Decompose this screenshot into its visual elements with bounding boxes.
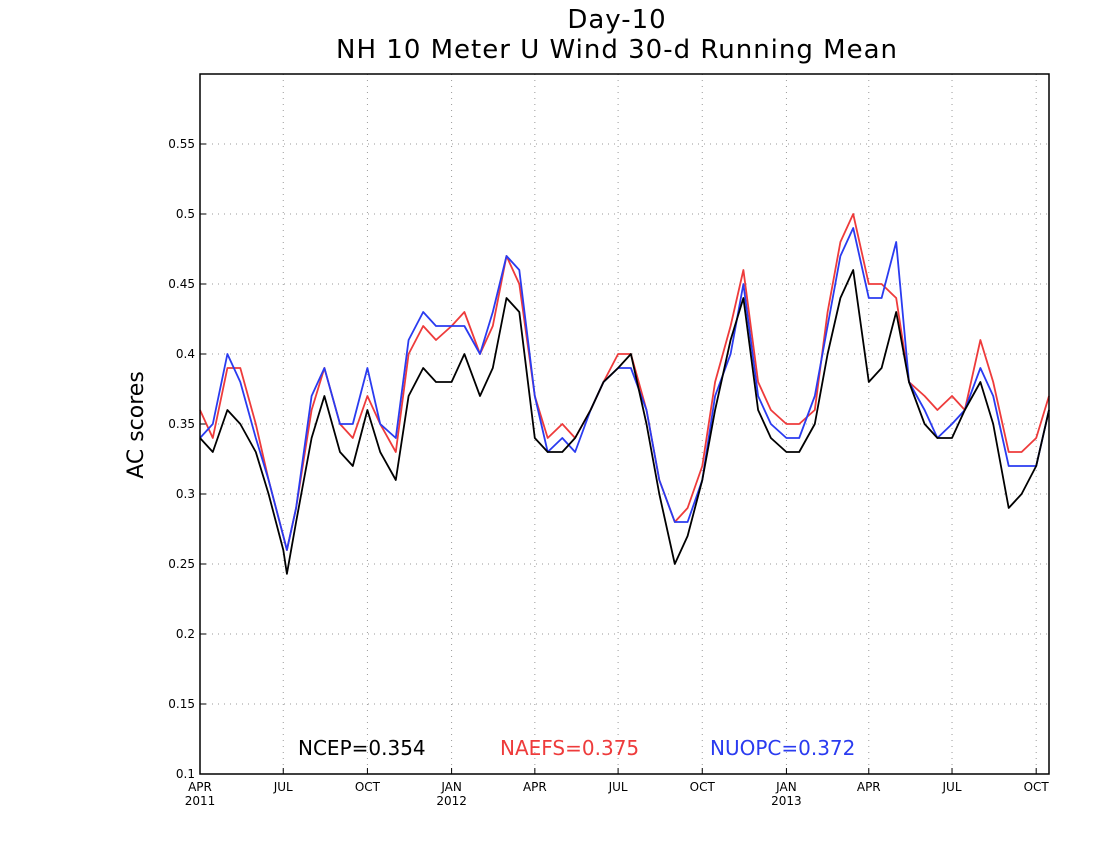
y-tick-label: 0.4: [176, 347, 195, 361]
x-tick-label: JUL: [942, 780, 962, 794]
x-tick-label: JAN: [775, 780, 797, 794]
plot-frame: [199, 73, 1050, 775]
x-tick-year: 2013: [771, 794, 802, 808]
y-axis-ticks: 0.1 0.15 0.2 0.25 0.3 0.35 0.4 0.45 0.5 0.55: [168, 137, 206, 781]
y-tick-label: 0.25: [168, 557, 195, 571]
chart-title: Day-10: [567, 5, 666, 35]
legend: NCEP=0.354 NAEFS=0.375 NUOPC=0.372: [298, 736, 855, 760]
y-tick-label: 0.45: [168, 277, 195, 291]
grid-lines: [200, 74, 1049, 774]
x-tick-label: JUL: [273, 780, 293, 794]
y-axis-label: AC scores: [124, 371, 149, 479]
x-tick-label: OCT: [355, 780, 381, 794]
x-tick-label: JUL: [608, 780, 628, 794]
y-tick-label: 0.2: [176, 627, 195, 641]
x-tick-label: APR: [857, 780, 881, 794]
y-tick-label: 0.1: [176, 767, 195, 781]
series-line-naefs: [199, 213, 1050, 551]
y-tick-label: 0.35: [168, 417, 195, 431]
legend-ncep: NCEP=0.354: [298, 736, 426, 760]
series-line-nuopc: [199, 227, 1050, 551]
y-tick-label: 0.15: [168, 697, 195, 711]
x-tick-label: APR: [523, 780, 547, 794]
x-tick-year: 2011: [185, 794, 216, 808]
y-tick-label: 0.5: [176, 207, 195, 221]
x-tick-label: JAN: [440, 780, 462, 794]
x-tick-label: OCT: [690, 780, 716, 794]
series-line-ncep: [199, 269, 1050, 575]
x-tick-year: 2012: [436, 794, 467, 808]
y-tick-label: 0.3: [176, 487, 195, 501]
data-series: [199, 213, 1050, 575]
chart-subtitle: NH 10 Meter U Wind 30-d Running Mean: [336, 35, 898, 65]
legend-naefs: NAEFS=0.375: [500, 736, 639, 760]
x-tick-label: APR: [188, 780, 212, 794]
legend-nuopc: NUOPC=0.372: [710, 736, 855, 760]
y-tick-label: 0.55: [168, 137, 195, 151]
x-tick-label: OCT: [1024, 780, 1050, 794]
